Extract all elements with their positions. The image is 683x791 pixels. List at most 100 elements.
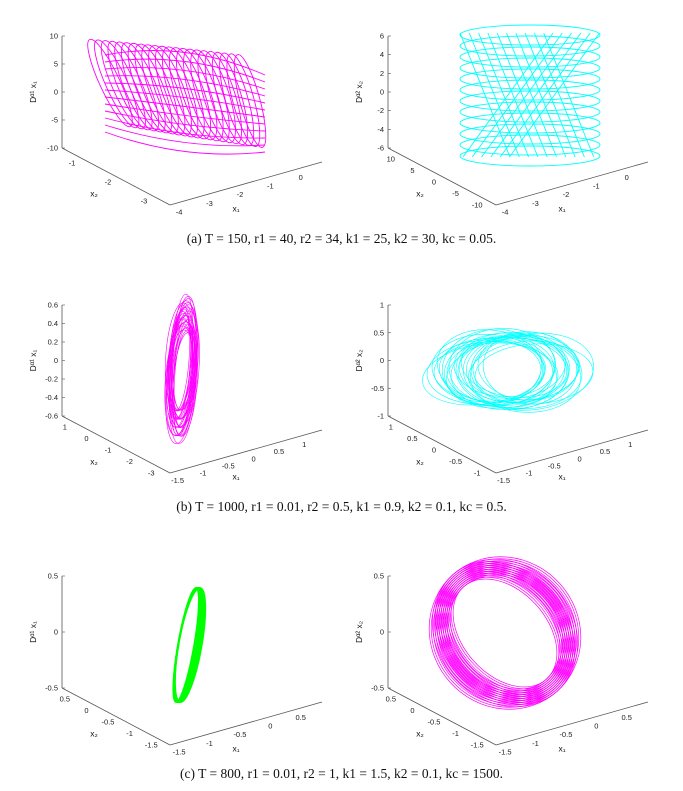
trajectory-loop — [470, 332, 594, 411]
y-tick-label: -1.5 — [145, 740, 158, 749]
x-tick-label: 0 — [625, 173, 629, 182]
trajectory-loop — [459, 35, 601, 57]
y-tick-label: 0 — [432, 446, 436, 455]
z-tick-label: 0.5 — [48, 572, 58, 581]
trajectory-loop — [447, 574, 563, 692]
x-tick-label: 0 — [578, 454, 582, 463]
x-tick-label: -0.5 — [548, 462, 561, 471]
trajectory-strand — [471, 32, 563, 158]
z-tick-label: 0.5 — [374, 328, 384, 337]
trajectory-loop — [459, 112, 601, 134]
attractor-c2 — [428, 556, 582, 710]
panel-c2: 0.50-0.50.50-0.5-1-1.5-1.5-1-0.500.5Dᵅ² … — [354, 556, 649, 756]
z-axis-label: Dᵅ¹ x₁ — [28, 81, 38, 103]
x-tick-label: 0.5 — [274, 447, 284, 456]
attractor-b1 — [164, 293, 200, 444]
z-axis-label: Dᵅ² x₂ — [354, 621, 364, 643]
z-tick-label: -0.5 — [45, 684, 58, 693]
trajectory-strand — [104, 124, 266, 147]
x-tick-label: -0.5 — [222, 462, 235, 471]
x-axis — [495, 161, 649, 206]
trajectory-strand — [104, 110, 266, 132]
x-tick-label: -1.5 — [497, 476, 510, 485]
x-axis-label: x₁ — [232, 744, 239, 754]
trajectory-loop — [443, 570, 567, 696]
trajectory-loop — [440, 566, 570, 700]
trajectory-loop — [477, 331, 579, 401]
x-axis-label: x₁ — [232, 472, 239, 482]
attractor-a1 — [87, 38, 267, 155]
y-tick-label: 0 — [84, 706, 88, 715]
attractor-c1 — [172, 587, 207, 703]
trajectory-strand — [490, 32, 582, 158]
z-tick-label: -6 — [377, 144, 384, 153]
trajectory-loop — [459, 123, 601, 145]
trajectory-strand — [104, 82, 266, 104]
x-tick-label: -3 — [532, 199, 539, 208]
x-axis — [495, 429, 649, 474]
caption-b: (b) T = 1000, r1 = 0.01, r2 = 0.5, k1 = … — [176, 499, 507, 514]
x-tick-label: 1 — [628, 440, 632, 449]
x-axis — [169, 429, 323, 474]
z-tick-label: 10 — [50, 32, 58, 41]
x-tick-label: -1 — [267, 182, 274, 191]
y-tick-label: 1 — [389, 423, 393, 432]
trajectory-strand — [499, 32, 591, 158]
x-tick-label: -4 — [502, 207, 509, 216]
x-tick-label: 1 — [302, 440, 306, 449]
trajectory-loop — [428, 556, 582, 710]
y-tick-label: 0 — [84, 434, 88, 443]
z-tick-label: 0.6 — [48, 301, 58, 310]
trajectory-loop — [474, 343, 594, 405]
z-tick-label: 0 — [380, 356, 384, 365]
trajectory-loop — [174, 587, 207, 703]
trajectory-loop — [459, 134, 601, 156]
trajectory-loop — [455, 332, 569, 409]
trajectory-loop — [460, 336, 568, 398]
x-tick-label: 0 — [299, 173, 303, 182]
trajectory-loop — [459, 79, 601, 101]
trajectory-loop — [482, 331, 578, 405]
attractor-b2 — [422, 328, 594, 413]
y-axis-label: x₂ — [416, 189, 424, 199]
trajectory-loop — [449, 576, 561, 690]
y-tick-label: 0 — [410, 706, 414, 715]
y-tick-label: -2 — [105, 178, 112, 187]
trajectory-strand — [104, 75, 266, 97]
z-tick-label: 0 — [54, 628, 58, 637]
trajectory-loop — [442, 570, 568, 696]
y-tick-label: -1 — [474, 468, 481, 477]
z-tick-label: 0.2 — [48, 338, 58, 347]
z-tick-label: -0.6 — [45, 412, 58, 421]
z-tick-label: -0.2 — [45, 375, 58, 384]
x-tick-label: -3 — [206, 199, 213, 208]
y-axis-label: x₂ — [90, 189, 98, 199]
trajectory-loop — [438, 565, 572, 701]
y-tick-label: -1 — [69, 159, 76, 168]
trajectory-strand — [468, 32, 520, 158]
trajectory-loop — [435, 561, 575, 705]
z-tick-label: -0.5 — [371, 684, 384, 693]
trajectory-loop — [436, 562, 574, 704]
trajectory-loop — [440, 568, 570, 698]
x-axis-label: x₁ — [232, 204, 239, 214]
trajectory-strand — [533, 32, 585, 158]
trajectory-strand — [104, 50, 266, 76]
z-tick-label: 0 — [54, 356, 58, 365]
attractor-a2 — [459, 24, 601, 167]
y-tick-label: -3 — [148, 468, 155, 477]
y-axis — [387, 415, 497, 474]
z-tick-label: -4 — [377, 125, 384, 134]
trajectory-loop — [233, 54, 267, 148]
x-tick-label: -1 — [532, 739, 539, 748]
trajectory-strand — [104, 96, 266, 118]
x-tick-label: -1.5 — [499, 747, 512, 756]
trajectory-loop — [172, 332, 198, 437]
trajectory-strand — [104, 89, 266, 111]
y-tick-label: -0.5 — [428, 718, 441, 727]
z-tick-label: 0 — [380, 628, 384, 637]
y-tick-label: -0.5 — [449, 457, 462, 466]
x-tick-label: -2 — [563, 190, 570, 199]
trajectory-loop — [168, 327, 197, 444]
